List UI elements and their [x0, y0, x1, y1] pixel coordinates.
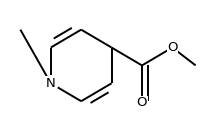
Text: N: N — [46, 77, 56, 90]
Text: O: O — [167, 41, 178, 54]
Text: O: O — [137, 96, 147, 109]
